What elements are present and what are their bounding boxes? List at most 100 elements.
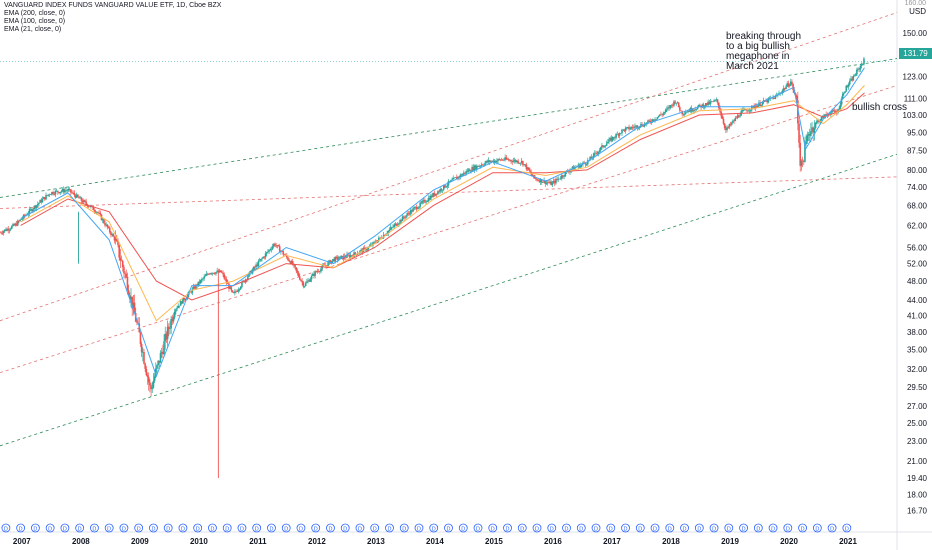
candle-body (277, 245, 280, 247)
candle-body (72, 192, 74, 194)
dividend-marker-label: D (535, 527, 539, 533)
candle-body (204, 275, 207, 277)
candle-body (484, 162, 486, 165)
candle-body (457, 176, 459, 179)
candle-body (67, 189, 70, 191)
candle-body (535, 178, 537, 179)
candle-body (178, 305, 181, 307)
candle-body (817, 120, 819, 122)
candle-body (51, 192, 53, 195)
candle-body (270, 248, 273, 250)
y-tick-label: 19.40 (907, 474, 928, 483)
dividend-marker-label: D (269, 527, 273, 533)
candle-body (249, 270, 252, 273)
candle-body (127, 290, 130, 296)
dividend-marker-label: D (225, 527, 229, 533)
candle-body (304, 282, 307, 287)
candle-body (85, 201, 87, 205)
candle-body (754, 106, 757, 109)
candle-body (850, 78, 852, 81)
candle-body (290, 260, 293, 264)
dividend-marker-label: D (461, 527, 465, 533)
candle-body (545, 182, 548, 184)
candle-body (781, 90, 784, 93)
annotation-breakout-line3: megaphone in (726, 51, 790, 62)
candle-body (404, 217, 406, 219)
dividend-marker-label: D (697, 527, 701, 533)
dividend-marker-label: D (801, 527, 805, 533)
candle-body (771, 97, 773, 99)
candle-body (625, 127, 628, 129)
candle-body (741, 110, 744, 112)
candle-body (283, 254, 286, 256)
annotation-breakout: breaking through to a big bullish megaph… (726, 32, 801, 72)
candle-body (113, 236, 116, 241)
candle-body (419, 202, 421, 207)
candle-body (715, 99, 718, 101)
candle-body (791, 81, 793, 85)
candle-body (504, 157, 506, 160)
dividend-marker-label: D (63, 527, 67, 533)
dividend-marker-label: D (476, 527, 480, 533)
candle-body (57, 190, 59, 193)
candle-body (136, 321, 138, 323)
candle-body (247, 276, 249, 280)
candle-body (315, 271, 318, 273)
candle-body (473, 165, 476, 171)
candle-body (5, 229, 7, 231)
candle-body (471, 167, 473, 172)
candle-body (463, 172, 465, 175)
candle-body (688, 110, 691, 112)
dividend-marker (842, 523, 852, 533)
candle-body (92, 206, 95, 211)
candle-body (44, 197, 46, 200)
dividend-marker (827, 523, 837, 533)
dividend-marker-label: D (48, 527, 52, 533)
candle-body (273, 243, 275, 247)
candle-body (429, 195, 432, 200)
candle-body (476, 165, 478, 170)
candle-body (301, 280, 303, 283)
candle-body (36, 204, 39, 206)
candle-body (54, 190, 57, 195)
candle-body (489, 160, 491, 163)
dividend-marker (399, 523, 409, 533)
candle-body (313, 273, 315, 276)
candle-body (480, 164, 483, 166)
dividend-marker (488, 523, 498, 533)
dividend-marker (340, 523, 350, 533)
candle-body (494, 160, 497, 163)
candle-body (238, 288, 241, 290)
candle-body (811, 127, 813, 132)
candle-body (664, 109, 667, 113)
candle-body (519, 162, 522, 164)
candle-body (131, 296, 133, 309)
candle-body (751, 105, 753, 110)
candle-body (88, 206, 91, 208)
candle-body (211, 272, 214, 274)
candle-body (393, 224, 396, 227)
dividend-marker-label: D (240, 527, 244, 533)
currency-usd: USD (909, 7, 926, 16)
candle-body (269, 249, 272, 251)
y-tick-label: 18.00 (907, 490, 928, 499)
candle-body (636, 125, 639, 129)
dividend-marker-label: D (506, 527, 510, 533)
candle-body (801, 160, 804, 162)
candle-body (474, 165, 477, 170)
candle-body (468, 169, 471, 172)
candle-body (584, 163, 587, 165)
candle-body (82, 200, 85, 203)
candle-body (465, 170, 468, 174)
candle-body (713, 100, 715, 102)
candle-body (221, 272, 223, 273)
candle-body (411, 210, 413, 212)
candle-body (192, 286, 195, 289)
y-tick-label: 150.00 (903, 29, 928, 38)
candle-body (433, 193, 436, 196)
candle-body (808, 134, 811, 136)
dividend-marker-label: D (771, 527, 775, 533)
candle-body (15, 223, 18, 226)
dividend-marker (267, 523, 276, 533)
